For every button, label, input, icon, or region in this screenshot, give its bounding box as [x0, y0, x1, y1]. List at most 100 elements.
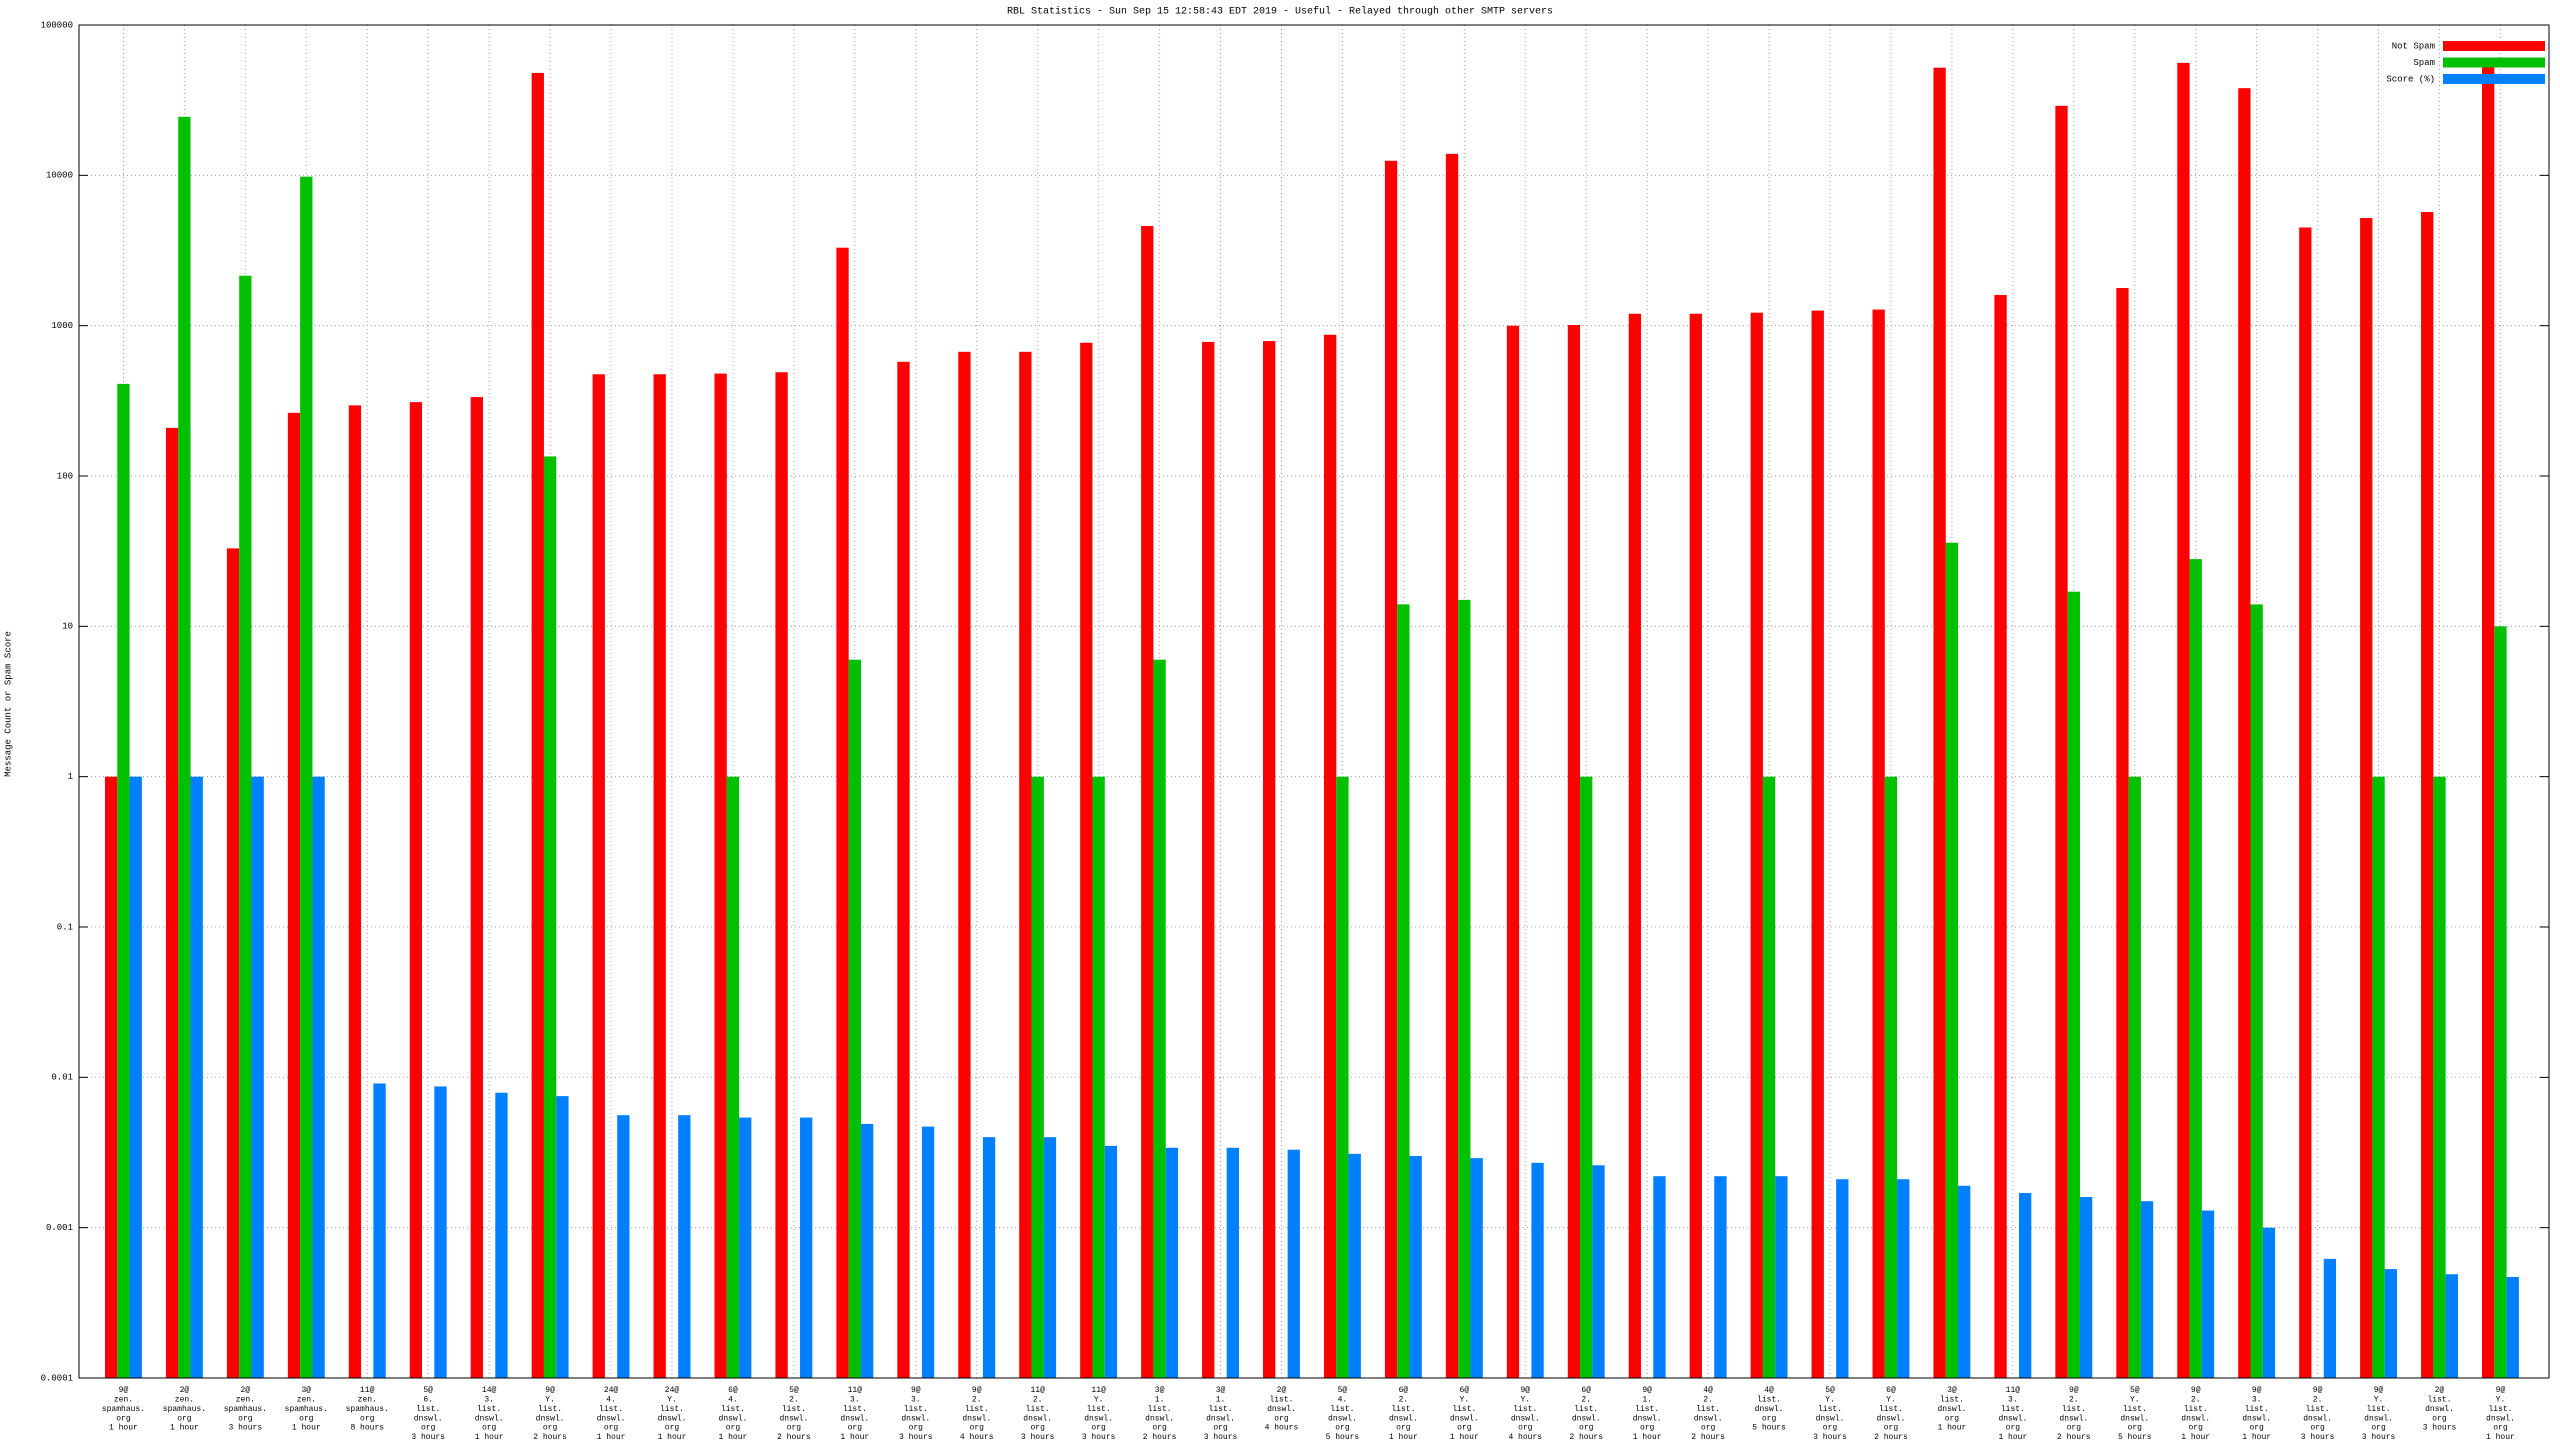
x-tick-label: org [238, 1414, 253, 1423]
x-tick-label: dnswl. [597, 1414, 626, 1423]
x-tick-label: dnswl. [2242, 1414, 2271, 1423]
x-tick-label: 2 hours [1143, 1433, 1177, 1440]
x-tick-label: 4@ [1703, 1386, 1713, 1395]
x-tick-label: 2. [789, 1396, 799, 1405]
x-tick-label: list. [1635, 1405, 1659, 1414]
bar [1323, 334, 1337, 1379]
x-tick-label: org [1640, 1424, 1655, 1433]
bar [2067, 591, 2080, 1378]
x-tick-label: list. [1452, 1405, 1476, 1414]
x-tick-label: org [1091, 1424, 1106, 1433]
x-tick-label: list. [660, 1405, 684, 1414]
bar [1714, 1176, 1727, 1378]
bar [1958, 1185, 1971, 1378]
y-tick-label: 0.01 [51, 1073, 73, 1083]
x-tick-label: 2 hours [1569, 1433, 1603, 1440]
x-tick-label: org [1030, 1424, 1045, 1433]
x-tick-label: dnswl. [719, 1414, 748, 1423]
x-tick-label: 9@ [911, 1386, 921, 1395]
x-tick-label: 6@ [728, 1386, 738, 1395]
x-tick-label: spamhaus. [346, 1405, 389, 1414]
bar [1031, 776, 1044, 1378]
x-tick-label: list. [1087, 1405, 1111, 1414]
x-tick-label: 3. [911, 1396, 921, 1405]
bar [1750, 312, 1763, 1379]
bar [1019, 351, 1032, 1378]
bar [178, 116, 191, 1378]
x-tick-label: 2 hours [1691, 1433, 1725, 1440]
bar [287, 412, 301, 1378]
x-tick-label: 9@ [119, 1386, 129, 1395]
x-tick-label: 4 hours [1265, 1424, 1299, 1433]
bar [312, 776, 325, 1378]
x-tick-label: Y. [1094, 1396, 1104, 1405]
x-tick-label: org [1518, 1424, 1533, 1433]
bar [1884, 776, 1898, 1378]
x-tick-label: list. [1757, 1396, 1781, 1405]
x-tick-label: dnswl. [1755, 1405, 1784, 1414]
x-tick-label: 6@ [1399, 1386, 1409, 1395]
x-tick-label: org [2128, 1424, 2143, 1433]
x-tick-label: 3 hours [2301, 1433, 2335, 1440]
x-tick-label: list. [2427, 1396, 2451, 1405]
x-tick-label: 8 hours [350, 1424, 384, 1433]
x-tick-label: 2. [2313, 1396, 2323, 1405]
x-tick-label: 1. [1216, 1396, 1226, 1405]
x-tick-label: dnswl. [1511, 1414, 1540, 1423]
x-tick-label: dnswl. [1694, 1414, 1723, 1423]
bar [1628, 313, 1642, 1379]
x-tick-label: 2. [1703, 1396, 1713, 1405]
x-tick-label: list. [2184, 1405, 2208, 1414]
bar [1470, 1158, 1483, 1378]
x-tick-label: org [1823, 1424, 1838, 1433]
x-tick-label: org [2067, 1424, 2082, 1433]
bar [921, 1126, 935, 1378]
bar [678, 1115, 691, 1378]
x-tick-label: 9@ [2069, 1386, 2079, 1395]
x-tick-label: Y. [2496, 1396, 2506, 1405]
bar [348, 405, 362, 1378]
x-tick-label: 9@ [545, 1386, 555, 1395]
x-tick-label: dnswl. [475, 1414, 504, 1423]
x-tick-label: list. [1269, 1396, 1293, 1405]
bar [373, 1083, 386, 1378]
x-tick-label: list. [2245, 1405, 2269, 1414]
x-tick-label: 5@ [423, 1386, 433, 1395]
bar [1409, 1155, 1422, 1378]
x-tick-label: 3@ [1155, 1386, 1165, 1395]
x-tick-label: 5 hours [2118, 1433, 2152, 1440]
x-tick-label: list. [599, 1405, 623, 1414]
bar [653, 374, 666, 1378]
bar [617, 1115, 630, 1378]
bar [1080, 342, 1093, 1378]
bar [2506, 1276, 2519, 1378]
x-tick-label: dnswl. [1816, 1414, 1845, 1423]
x-tick-label: list. [1148, 1405, 1172, 1414]
x-tick-label: 2@ [241, 1386, 251, 1395]
bar [543, 456, 557, 1378]
x-tick-label: org [2189, 1424, 2204, 1433]
x-tick-label: dnswl. [901, 1414, 930, 1423]
x-tick-label: 1 hour [2181, 1433, 2210, 1440]
x-tick-label: 9@ [2313, 1386, 2323, 1395]
x-tick-label: dnswl. [1938, 1405, 1967, 1414]
x-tick-label: org [970, 1424, 985, 1433]
x-tick-label: Y. [1520, 1396, 1530, 1405]
bar [2482, 58, 2495, 1378]
bar [2323, 1258, 2337, 1378]
bar [775, 372, 788, 1379]
x-tick-label: org [360, 1414, 375, 1423]
legend-swatch [2443, 41, 2545, 51]
bar [190, 776, 203, 1378]
x-tick-label: 24@ [604, 1386, 619, 1395]
y-tick-label: 0.0001 [41, 1373, 73, 1383]
x-tick-label: list. [1818, 1405, 1842, 1414]
x-tick-label: dnswl. [1572, 1414, 1601, 1423]
legend-swatch [2443, 74, 2545, 84]
x-tick-label: org [787, 1424, 802, 1433]
x-tick-label: list. [843, 1405, 867, 1414]
x-tick-label: dnswl. [1206, 1414, 1235, 1423]
bar [1202, 341, 1215, 1379]
y-tick-label: 10000 [46, 171, 73, 181]
